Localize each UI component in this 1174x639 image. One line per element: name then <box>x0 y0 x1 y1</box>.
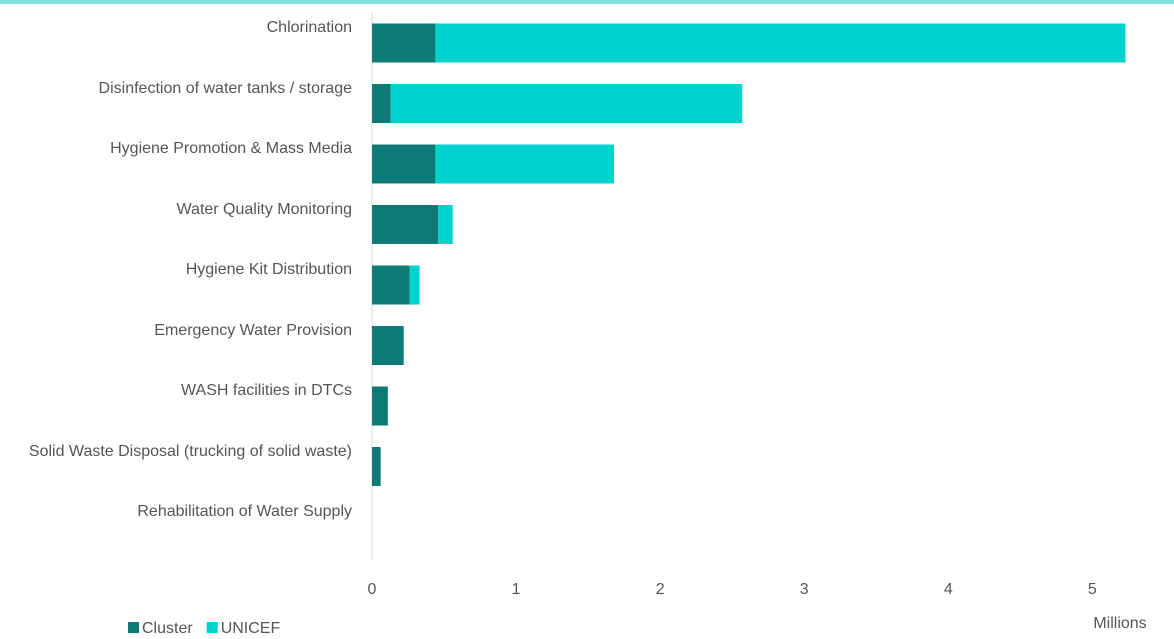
bar-segment <box>438 205 453 244</box>
category-label: Hygiene Promotion & Mass Media <box>110 140 352 157</box>
bar-segment <box>372 23 436 63</box>
x-tick-label: 5 <box>1088 581 1097 598</box>
bar-segment <box>372 144 436 184</box>
category-label: Disinfection of water tanks / storage <box>98 79 352 97</box>
top-border <box>0 0 1174 4</box>
x-tick-label: 3 <box>800 581 809 598</box>
x-tick-label: 2 <box>656 581 665 598</box>
category-label: Hygiene Kit Distribution <box>185 261 352 278</box>
legend-label: Cluster <box>142 620 193 637</box>
x-tick-label: 0 <box>368 581 377 598</box>
legend-swatch <box>206 622 218 633</box>
category-label: Chlorination <box>266 19 352 36</box>
bar-segment <box>409 265 420 305</box>
bar-segment <box>372 205 439 244</box>
x-tick-label: 4 <box>944 581 953 598</box>
bar-segment <box>372 265 410 305</box>
category-label: Emergency Water Provision <box>154 321 352 339</box>
bar-segment <box>372 326 404 365</box>
legend-label: UNICEF <box>221 620 281 637</box>
bar-segment <box>372 386 388 426</box>
category-label: Solid Waste Disposal (trucking of solid … <box>28 442 352 460</box>
bar-segment <box>435 23 1126 63</box>
bar-segment <box>435 144 615 184</box>
x-axis-label: Millions <box>1093 615 1146 632</box>
category-label: Water Quality Monitoring <box>176 200 352 218</box>
category-label: Rehabilitation of Water Supply <box>137 503 352 520</box>
bar-segment <box>390 84 743 123</box>
legend-swatch <box>128 622 139 633</box>
bar-segment <box>372 84 391 123</box>
category-label: WASH facilities in DTCs <box>181 382 352 399</box>
x-tick-label: 1 <box>512 581 521 598</box>
bar-segment <box>372 447 381 486</box>
